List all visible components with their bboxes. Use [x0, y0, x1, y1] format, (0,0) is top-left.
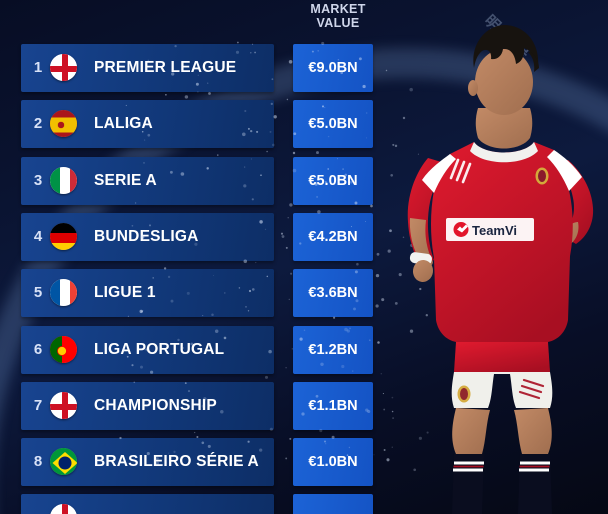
- svg-text:TeamVi: TeamVi: [472, 223, 517, 238]
